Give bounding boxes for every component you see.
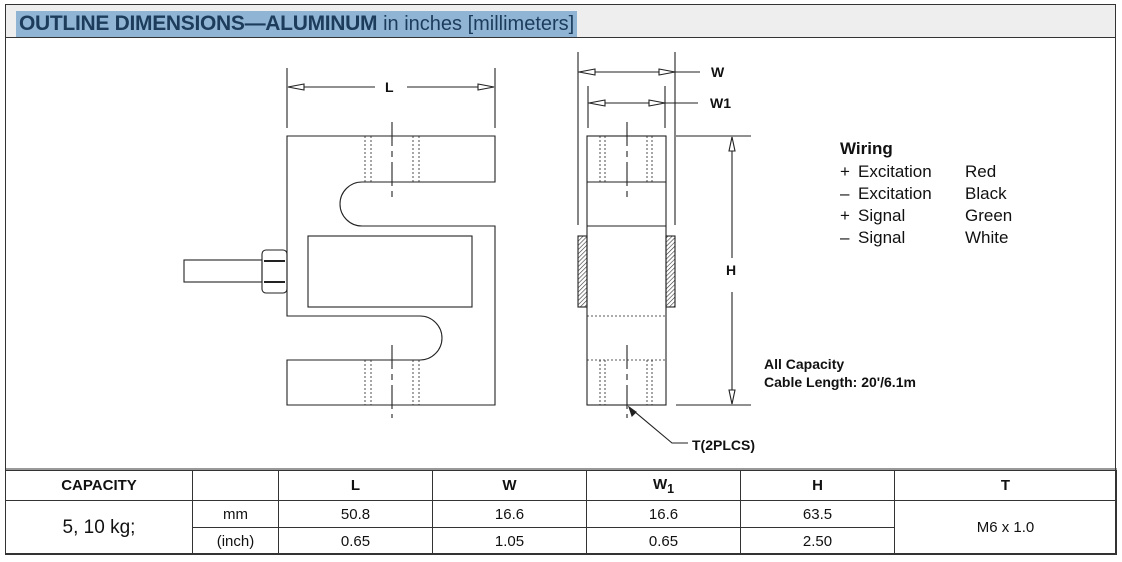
H-cell: 2.50 [740, 527, 895, 555]
W1-cell: 0.65 [586, 527, 741, 555]
wiring-color: Green [965, 206, 1012, 225]
cable-nut [261, 249, 288, 294]
W1-cell: 16.6 [586, 500, 741, 528]
strain-pad-left [577, 235, 588, 308]
thread-holes [364, 136, 420, 405]
wiring-table: + Excitation Red – Excitation Black + Si… [840, 162, 1012, 247]
wiring-signal: Excitation [858, 184, 932, 203]
header-unit [192, 470, 279, 501]
W-cell: 1.05 [432, 527, 587, 555]
header-W1: W1 [586, 470, 741, 501]
unit-cell: mm [192, 500, 279, 528]
table-header-row: CAPACITY L W W1 H T [5, 470, 1117, 501]
gauge-pocket [307, 235, 473, 308]
wiring-sign: – [840, 184, 850, 203]
T-cell: M6 x 1.0 [894, 500, 1117, 555]
table-row: (inch) 0.65 1.05 0.65 2.50 [6, 527, 1117, 555]
L-cell: 0.65 [278, 527, 433, 555]
title-bar: OUTLINE DIMENSIONS—ALUMINUM in inches [m… [5, 4, 1116, 38]
strain-pad-right [665, 235, 676, 308]
header-W1-sub: 1 [667, 481, 675, 496]
header-W: W [432, 470, 587, 501]
wiring-title: Wiring [840, 139, 893, 158]
wiring-sign: + [840, 162, 850, 181]
title-units: in inches [millimeters] [383, 13, 575, 35]
table-row: 5, 10 kg; mm 50.8 16.6 16.6 63.5 M6 x 1.… [5, 500, 1117, 555]
dimension-H [676, 135, 751, 406]
label-H: H [726, 262, 736, 278]
label-W1: W1 [710, 95, 731, 111]
header-capacity: CAPACITY [5, 470, 193, 501]
cable [183, 259, 263, 283]
header-W1-text: W [652, 475, 668, 493]
unit-cell: (inch) [192, 527, 279, 555]
wiring-signal: Signal [858, 206, 905, 225]
section-title: OUTLINE DIMENSIONS—ALUMINUM in inches [m… [16, 11, 578, 37]
wiring-color: Red [965, 162, 996, 181]
W-cell: 16.6 [432, 500, 587, 528]
header-T: T [894, 470, 1117, 501]
label-T: T(2PLCS) [692, 437, 755, 453]
dimensions-table: CAPACITY L W W1 H T 5, 10 kg; mm 50.8 16… [5, 470, 1117, 555]
title-main: OUTLINE DIMENSIONS—ALUMINUM [19, 12, 378, 35]
dimension-W1 [587, 86, 698, 128]
capacity-cell: 5, 10 kg; [5, 500, 193, 555]
side-view [577, 52, 751, 444]
wiring-sign: – [840, 228, 850, 247]
dimension-L [286, 68, 496, 128]
header-L: L [278, 470, 433, 501]
H-cell: 63.5 [740, 500, 895, 528]
front-view [183, 68, 496, 418]
header-H: H [740, 470, 895, 501]
cable-note-1: All Capacity [764, 356, 844, 372]
label-L: L [385, 79, 394, 95]
wiring-signal: Excitation [858, 162, 932, 181]
cable-note-2: Cable Length: 20'/6.1m [764, 374, 916, 390]
label-W: W [711, 64, 725, 80]
wiring-color: Black [965, 184, 1007, 203]
dimension-W [577, 52, 700, 225]
wiring-color: White [965, 228, 1008, 247]
wiring-sign: + [840, 206, 850, 225]
L-cell: 50.8 [278, 500, 433, 528]
callout-leader [628, 406, 688, 444]
s-beam-body [286, 135, 496, 406]
wiring-signal: Signal [858, 228, 905, 247]
